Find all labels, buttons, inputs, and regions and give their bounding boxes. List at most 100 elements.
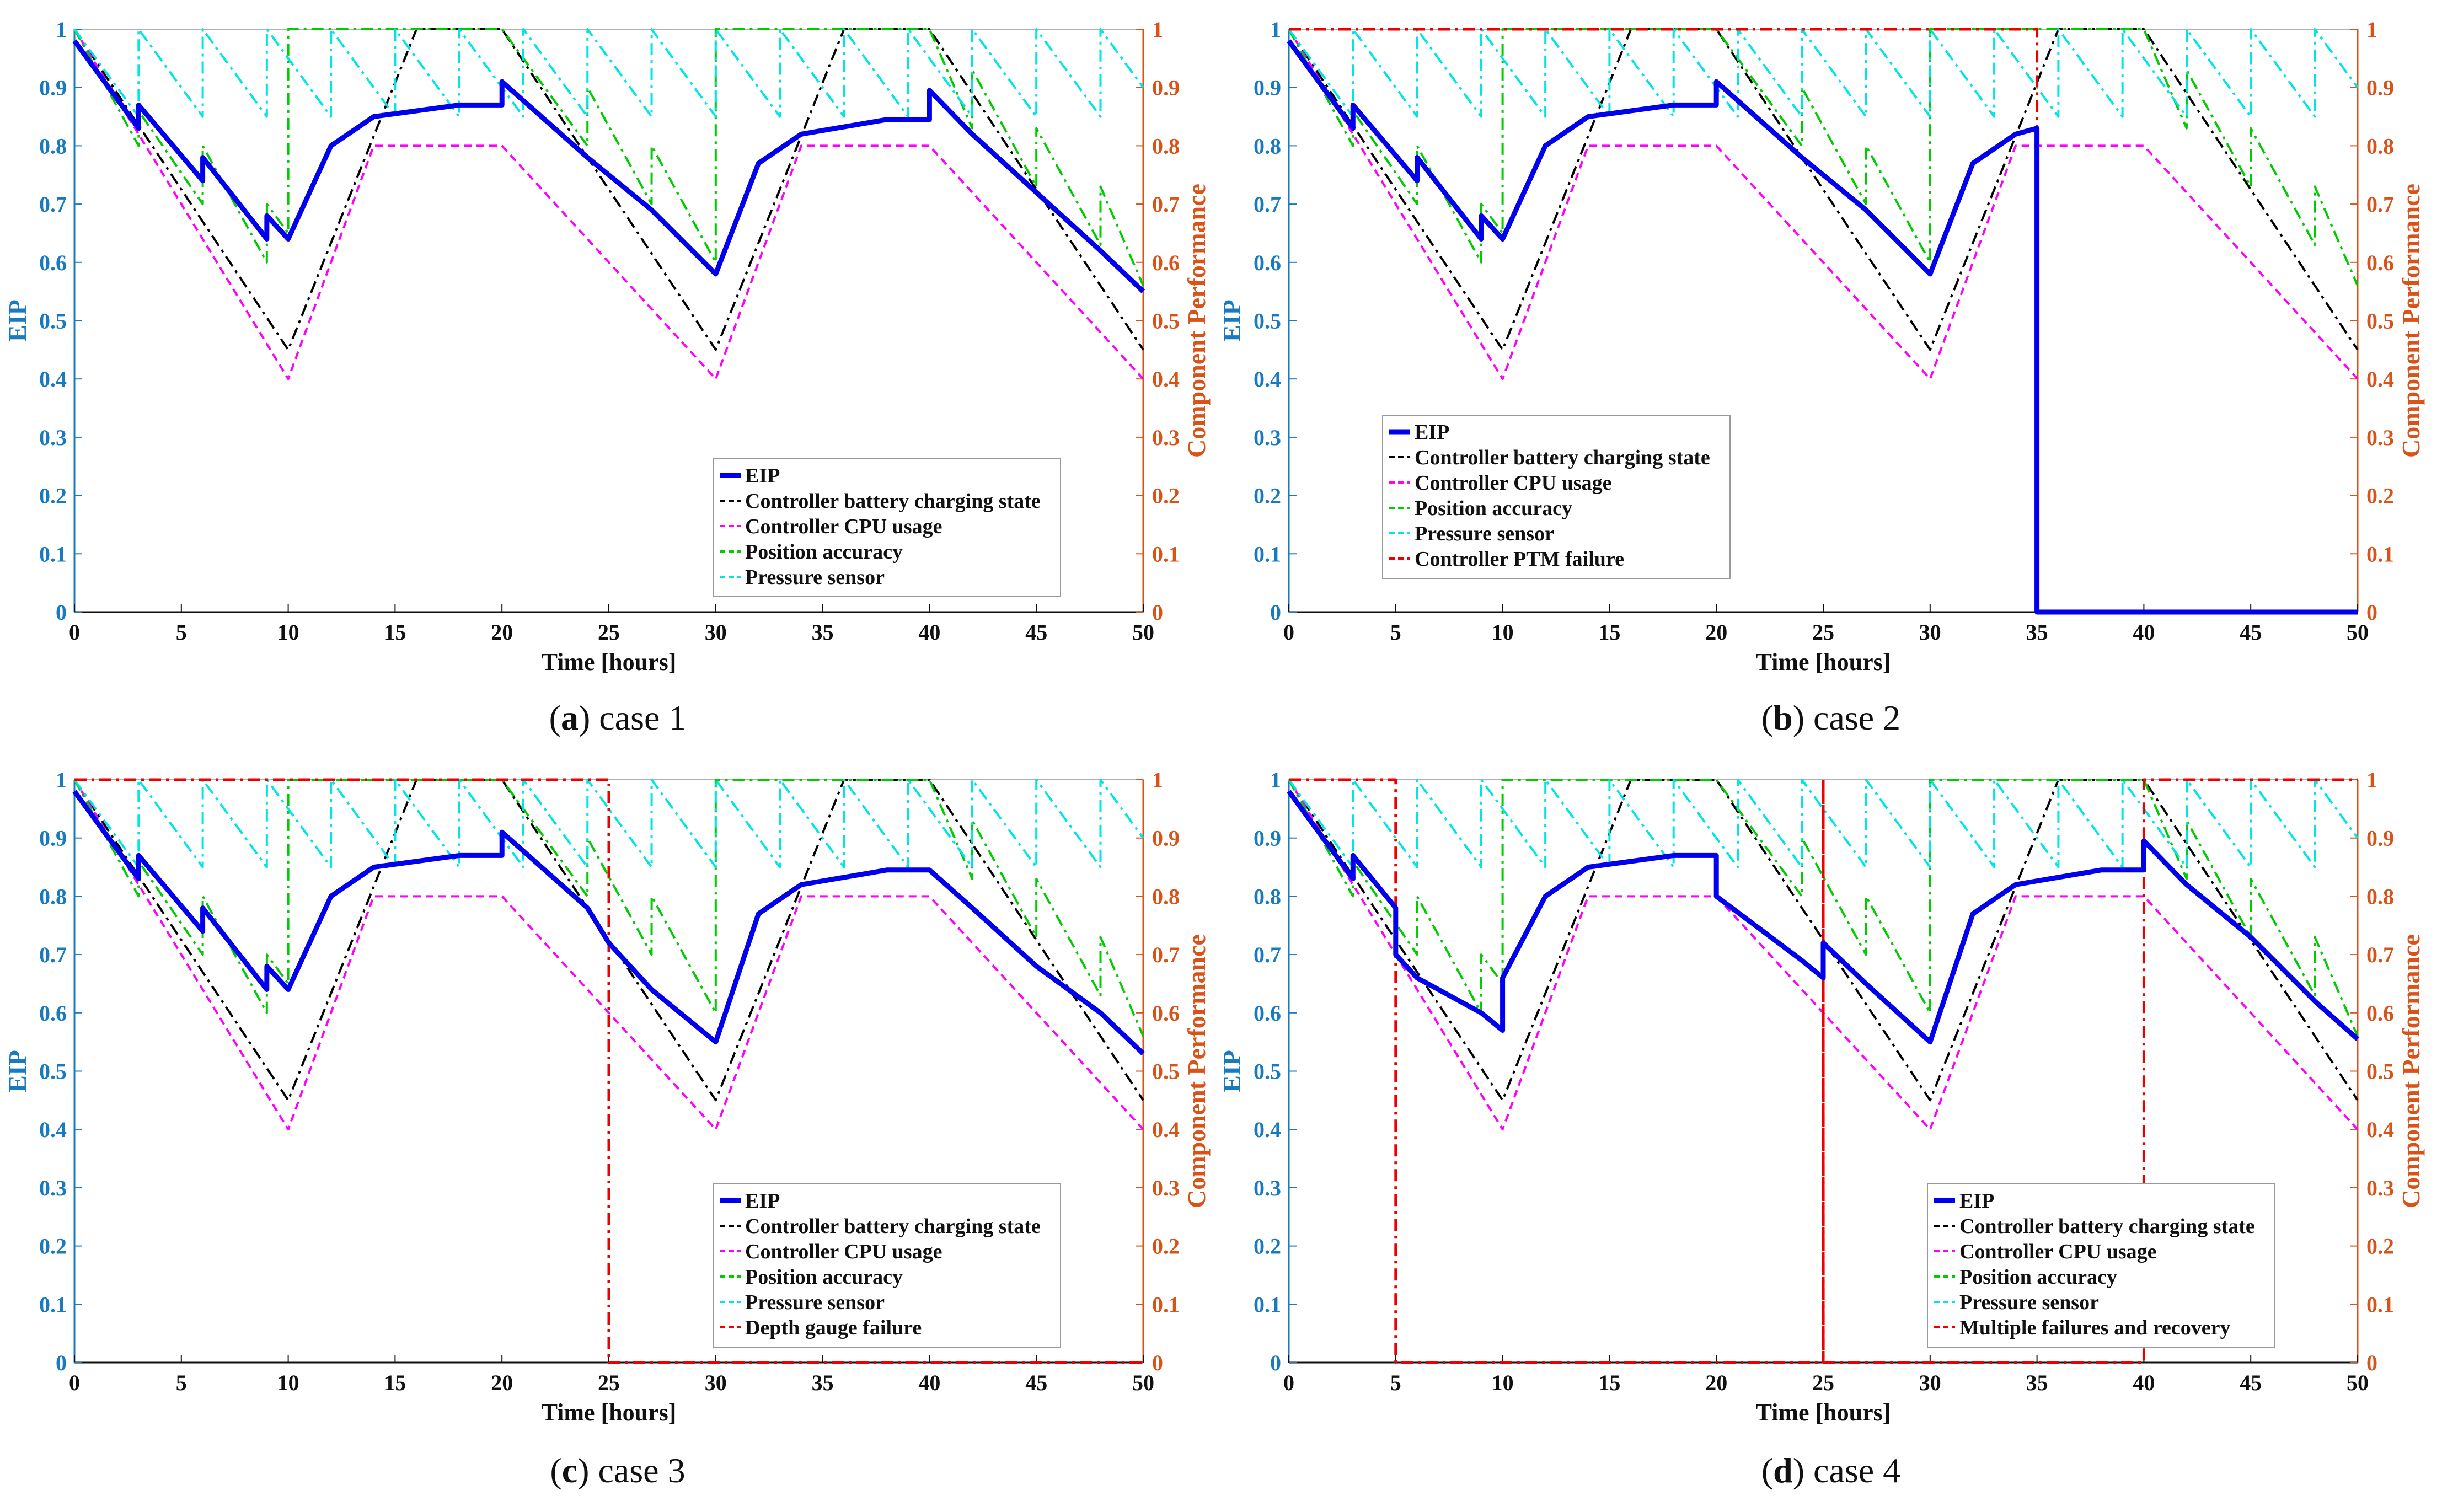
series-line-cpu [73, 779, 1144, 1131]
right-y-tick-label: 0 [1152, 1350, 1163, 1375]
left-y-tick-label: 0.8 [39, 133, 67, 158]
right-y-tick-label: 1 [1152, 17, 1163, 42]
left-y-tick-label: 0.5 [1254, 309, 1281, 334]
right-y-tick-label: 0.6 [2366, 1001, 2394, 1026]
left-y-tick-label: 0.4 [39, 1117, 67, 1142]
x-tick-label: 50 [1132, 1370, 1154, 1395]
left-y-tick-label: 0.9 [39, 826, 67, 851]
left-y-tick-label: 1 [56, 17, 67, 42]
right-y-tick-label: 0.9 [2366, 826, 2394, 851]
right-y-tick-label: 0.8 [1152, 884, 1180, 909]
x-tick-label: 0 [1283, 1370, 1294, 1395]
left-y-tick-label: 0.2 [1254, 484, 1281, 508]
left-y-tick-label: 0.6 [39, 250, 67, 275]
left-y-tick-label: 1 [1270, 768, 1281, 792]
left-y-axis-label: EIP [1218, 1050, 1246, 1092]
right-y-tick-label: 0.7 [2366, 192, 2394, 217]
caption-c: (c) case 3 [550, 1451, 686, 1490]
left-y-tick-label: 1 [1270, 17, 1281, 42]
legend-label-cpu: Controller CPU usage [745, 515, 942, 538]
x-tick-label: 40 [918, 620, 940, 645]
chart-panel-1: 0 5 10 15 20 25 30 35 40 45 500 00.1 0.10.2 0.20.3 0.3… [3, 17, 1211, 675]
x-tick-label: 30 [1919, 620, 1941, 645]
x-axis-label: Time [hours] [542, 648, 677, 675]
left-y-tick-label: 0.6 [39, 1001, 67, 1026]
x-tick-label: 25 [1812, 1370, 1834, 1395]
x-tick-label: 15 [1598, 620, 1620, 645]
left-y-axis-label: EIP [3, 299, 31, 342]
left-y-tick-label: 0.1 [1254, 1292, 1281, 1317]
series-line-battery [73, 28, 1144, 351]
left-y-tick-label: 1 [56, 768, 67, 792]
left-y-tick-label: 0.5 [39, 309, 67, 334]
left-y-axis-label: EIP [3, 1050, 31, 1092]
left-y-tick-label: 0.1 [39, 541, 67, 566]
legend-label-cpu: Controller CPU usage [745, 1240, 942, 1263]
left-y-axis-label: EIP [1218, 299, 1246, 342]
left-y-tick-label: 0 [56, 600, 67, 625]
legend-label-EIP: EIP [745, 1189, 780, 1213]
x-tick-label: 5 [176, 620, 187, 645]
x-axis-label: Time [hours] [1756, 1399, 1891, 1426]
left-y-tick-label: 0.9 [39, 76, 67, 100]
x-tick-label: 10 [1492, 620, 1514, 645]
right-y-tick-label: 0.3 [1152, 425, 1180, 450]
x-tick-label: 35 [812, 620, 834, 645]
right-y-tick-label: 0.4 [1152, 1117, 1180, 1142]
right-y-tick-label: 0.5 [1152, 1059, 1180, 1084]
left-y-tick-label: 0.2 [39, 484, 67, 508]
x-axis-label: Time [hours] [542, 1399, 677, 1426]
legend-label-cpu: Controller CPU usage [1415, 471, 1611, 495]
x-tick-label: 15 [384, 620, 406, 645]
legend-label-failure: Multiple failures and recovery [1959, 1316, 2230, 1339]
series-line-EIP [72, 790, 1145, 1056]
x-tick-label: 40 [2133, 1370, 2155, 1395]
x-tick-label: 40 [918, 1370, 940, 1395]
left-y-tick-label: 0.3 [39, 425, 67, 450]
series-line-battery [1288, 28, 2359, 351]
x-tick-label: 25 [598, 620, 620, 645]
left-y-tick-label: 0.5 [39, 1059, 67, 1084]
x-tick-label: 5 [1390, 1370, 1401, 1395]
left-y-tick-label: 0.1 [1254, 541, 1281, 566]
legend-box [1927, 1183, 2275, 1348]
right-y-tick-label: 0.2 [1152, 484, 1180, 508]
x-tick-label: 10 [1492, 1370, 1514, 1395]
legend-label-position: Position accuracy [745, 540, 903, 564]
series-line-EIP [1287, 39, 2358, 615]
x-tick-label: 20 [1705, 620, 1727, 645]
series-line-EIP [1287, 790, 2359, 1045]
series-line-position [73, 28, 1144, 286]
chart-panel-2: 0 5 10 15 20 25 30 35 40 45 500 00.1 0.10.2 0.20.3 0.3… [1218, 17, 2425, 675]
left-y-tick-label: 0.6 [1254, 1001, 1281, 1026]
x-tick-label: 45 [1025, 620, 1047, 645]
caption-a: (a) case 1 [549, 698, 687, 737]
left-y-tick-label: 0.1 [39, 1292, 67, 1317]
legend-label-EIP: EIP [745, 464, 780, 487]
legend-label-battery: Controller battery charging state [1415, 446, 1710, 469]
x-axis-label: Time [hours] [1756, 648, 1891, 675]
right-y-tick-label: 0.7 [1152, 192, 1180, 217]
caption-b: (b) case 2 [1761, 698, 1901, 737]
right-y-tick-label: 0.6 [1152, 1001, 1180, 1026]
legend-label-EIP: EIP [1415, 421, 1449, 444]
right-y-tick-label: 0.9 [1152, 76, 1180, 100]
right-y-tick-label: 0.6 [2366, 250, 2394, 275]
left-y-tick-label: 0.4 [1254, 1117, 1281, 1142]
x-tick-label: 20 [491, 1370, 513, 1395]
right-y-axis-label: Component Performance [1182, 184, 1211, 458]
right-y-tick-label: 0.1 [1152, 1292, 1180, 1317]
right-y-tick-label: 0.3 [2366, 1176, 2394, 1200]
right-y-axis-label: Component Performance [2397, 934, 2425, 1208]
legend-label-pressure: Pressure sensor [1959, 1291, 2099, 1314]
left-y-tick-label: 0.7 [1254, 942, 1281, 967]
x-tick-label: 10 [277, 1370, 299, 1395]
right-y-tick-label: 0.4 [1152, 367, 1180, 392]
right-y-tick-label: 0.5 [2366, 309, 2394, 334]
left-y-tick-label: 0.3 [39, 1176, 67, 1200]
left-y-tick-label: 0.5 [1254, 1059, 1281, 1084]
left-y-tick-label: 0.9 [1254, 76, 1281, 100]
x-tick-label: 50 [1132, 620, 1154, 645]
